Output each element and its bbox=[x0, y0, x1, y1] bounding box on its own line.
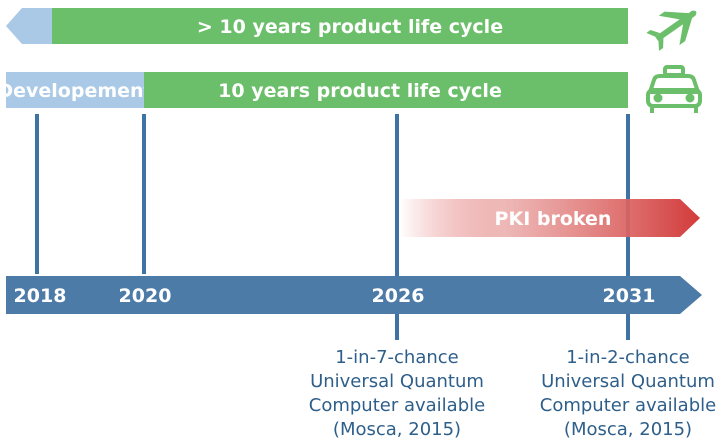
timeline-arrow bbox=[6, 276, 702, 314]
car-development-bar bbox=[6, 72, 144, 108]
aircraft-lifecycle-bar bbox=[52, 8, 628, 44]
note-2026-line: (Mosca, 2015) bbox=[333, 419, 461, 440]
year-label-2020: 2020 bbox=[119, 285, 172, 307]
aircraft-lifecycle-label: > 10 years product life cycle bbox=[197, 16, 503, 38]
car-development-label: Developement bbox=[0, 80, 153, 102]
car-lifecycle-label: 10 years product life cycle bbox=[218, 80, 502, 102]
year-label-2018: 2018 bbox=[14, 285, 67, 307]
pki-broken-label: PKI broken bbox=[495, 208, 612, 230]
note-2031-line: 1-in-2-chance bbox=[566, 347, 690, 368]
note-2031: 1-in-2-chance Universal Quantum Computer… bbox=[540, 347, 716, 440]
car-lifecycle-bar bbox=[144, 72, 628, 108]
note-2026-line: Universal Quantum bbox=[310, 371, 484, 392]
note-2031-line: (Mosca, 2015) bbox=[564, 419, 692, 440]
car-icon bbox=[646, 65, 702, 113]
aircraft-dev-arrow bbox=[6, 8, 52, 44]
year-label-2026: 2026 bbox=[372, 285, 425, 307]
pki-broken-arrow bbox=[400, 199, 700, 237]
note-2031-line: Universal Quantum bbox=[541, 371, 715, 392]
note-2031-line: Computer available bbox=[540, 395, 716, 416]
year-label-2031: 2031 bbox=[603, 285, 656, 307]
note-2026: 1-in-7-chance Universal Quantum Computer… bbox=[309, 347, 485, 440]
airplane-icon bbox=[646, 10, 697, 51]
note-2026-line: 1-in-7-chance bbox=[335, 347, 459, 368]
note-2026-line: Computer available bbox=[309, 395, 485, 416]
